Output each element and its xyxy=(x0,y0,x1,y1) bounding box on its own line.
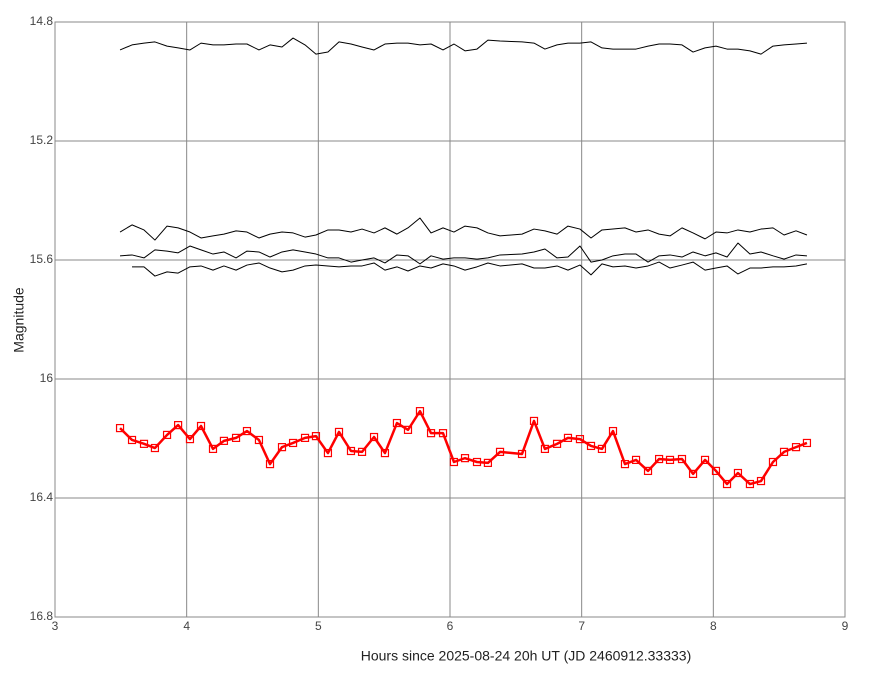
data-point xyxy=(323,448,333,458)
data-point xyxy=(219,436,229,445)
x-tick-label: 6 xyxy=(447,619,454,633)
data-point xyxy=(529,416,539,426)
data-point xyxy=(254,435,264,445)
data-point xyxy=(552,439,562,448)
data-point xyxy=(756,476,766,486)
data-point xyxy=(631,455,641,465)
x-tick-label: 9 xyxy=(842,619,849,633)
data-point xyxy=(643,466,653,476)
data-point xyxy=(334,427,344,437)
data-point xyxy=(403,425,413,434)
data-point xyxy=(677,454,687,464)
series-line xyxy=(120,242,807,265)
data-point xyxy=(300,433,310,443)
data-point xyxy=(288,438,298,448)
data-point xyxy=(162,430,172,440)
data-point xyxy=(665,455,675,465)
data-point xyxy=(688,469,698,479)
data-point xyxy=(597,444,607,454)
data-point xyxy=(711,466,721,476)
y-tick-label: 15.2 xyxy=(30,133,54,147)
data-point xyxy=(495,447,505,456)
data-point xyxy=(357,447,367,456)
data-point xyxy=(620,459,630,469)
data-point xyxy=(791,443,801,452)
data-point xyxy=(733,468,743,478)
y-tick-label: 16 xyxy=(40,371,54,385)
series-line xyxy=(119,409,808,486)
data-point xyxy=(745,479,755,489)
data-point xyxy=(139,439,149,448)
data-point xyxy=(369,432,379,442)
data-point xyxy=(426,429,436,438)
y-tick-label: 14.8 xyxy=(30,14,54,28)
data-point xyxy=(150,443,160,453)
data-point xyxy=(231,433,241,443)
series-line xyxy=(119,37,807,55)
y-tick-label: 15.6 xyxy=(30,252,54,266)
data-point xyxy=(654,454,664,464)
x-tick-label: 8 xyxy=(710,619,717,633)
data-point xyxy=(802,438,812,448)
data-point xyxy=(346,446,356,456)
data-point xyxy=(517,449,527,459)
y-tick-label: 16.4 xyxy=(30,490,54,504)
data-point xyxy=(779,447,789,456)
x-tick-label: 7 xyxy=(578,619,585,633)
data-point xyxy=(483,458,493,467)
data-point xyxy=(311,432,321,441)
x-axis-label: Hours since 2025-08-24 20h UT (JD 246091… xyxy=(361,648,692,664)
data-point xyxy=(196,421,206,431)
data-point xyxy=(586,441,596,451)
data-point xyxy=(242,426,252,436)
x-tick-label: 4 xyxy=(183,619,190,633)
data-point xyxy=(174,421,183,430)
data-point xyxy=(575,434,585,444)
data-point xyxy=(540,444,550,454)
data-point xyxy=(380,448,390,458)
data-point xyxy=(449,457,459,467)
series-line xyxy=(119,217,808,241)
data-point xyxy=(127,435,137,445)
data-point xyxy=(472,457,482,467)
data-point xyxy=(722,479,732,489)
data-point xyxy=(185,434,195,444)
data-point xyxy=(608,426,618,436)
data-point xyxy=(700,455,710,465)
y-axis-label: Magnitude xyxy=(11,287,27,353)
data-point xyxy=(392,418,402,428)
data-point xyxy=(438,429,448,438)
data-point xyxy=(208,444,218,454)
data-point xyxy=(115,423,125,433)
data-point xyxy=(277,443,287,452)
data-point xyxy=(415,407,425,416)
x-tick-label: 5 xyxy=(315,619,322,633)
data-point xyxy=(768,457,778,467)
y-tick-label: 16.8 xyxy=(30,609,54,623)
data-point xyxy=(563,433,573,443)
series-line xyxy=(132,261,808,277)
x-tick-label: 3 xyxy=(52,619,59,633)
data-point xyxy=(460,454,470,463)
data-point xyxy=(265,459,275,469)
